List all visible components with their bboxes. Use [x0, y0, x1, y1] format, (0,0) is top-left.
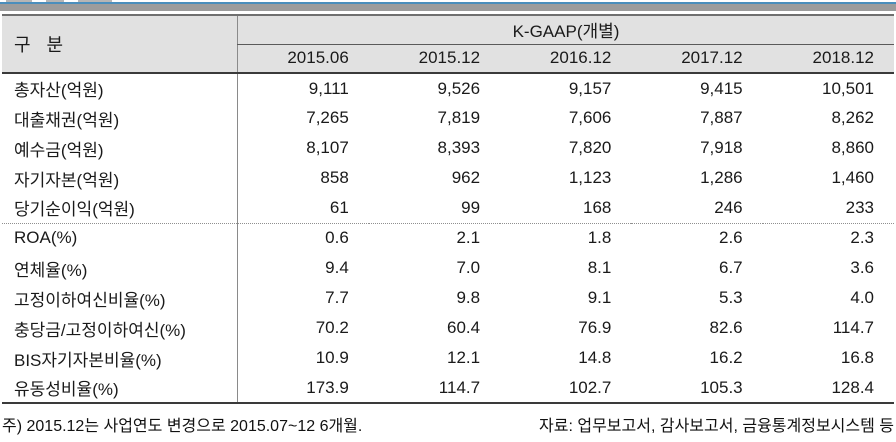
cell-value: 128.4 [831, 377, 874, 397]
row-label: 총자산(억원) [14, 81, 104, 100]
cell-value: 70.2 [237, 313, 369, 343]
row-label: 연체율(%) [14, 260, 88, 280]
column-header-2015-12: 2015.12 [368, 44, 501, 73]
cell-value: 14.8 [578, 348, 612, 367]
section-separator-bar [0, 2, 896, 11]
cell-value: 8,107 [237, 133, 369, 163]
row-label: ROA(%) [2, 222, 238, 253]
cell-value: 1.8 [500, 222, 632, 253]
column-header-2016-12: 2016.12 [500, 44, 632, 73]
row-label: 대출채권(억원) [14, 110, 120, 130]
financial-summary-table: 구 분 K-GAAP(개별) 2015.06 2015.12 2016.12 2… [2, 14, 894, 404]
cell-value: 9,526 [437, 78, 481, 98]
cell-value: 9.8 [456, 288, 481, 307]
cell-value: 61 [237, 193, 369, 223]
table-row-equity: 자기자본(억원) 858 962 1,123 1,286 1,460 [2, 163, 894, 193]
cell-value: 7,918 [700, 138, 743, 157]
cell-value: 173.9 [237, 373, 369, 403]
column-header-2017-12: 2017.12 [631, 44, 763, 73]
table-footnotes: 주) 2015.12는 사업연도 변경으로 2015.07~12 6개월. 자료… [2, 407, 894, 436]
cell-value: 8,860 [831, 138, 874, 157]
cell-value: 858 [237, 163, 369, 193]
row-label: 자기자본(억원) [14, 170, 120, 190]
table-row-net-income: 당기순이익(억원) 61 99 168 246 233 [2, 193, 894, 223]
cell-value: 2.3 [762, 222, 894, 253]
group-header-row: 구 분 K-GAAP(개별) [2, 15, 894, 73]
cell-value: 1,286 [700, 168, 743, 187]
cell-value: 60.4 [446, 318, 481, 337]
cell-value: 7.7 [237, 283, 369, 313]
table-row-loans: 대출채권(억원) 7,265 7,819 7,606 7,887 8,262 [2, 103, 894, 133]
cell-value: 114.7 [438, 377, 481, 397]
cell-value: 1,123 [568, 168, 612, 187]
cell-value: 7,819 [437, 108, 481, 127]
cell-value: 3.6 [850, 258, 874, 277]
cell-value: 9,111 [237, 73, 369, 103]
table-row-total-assets: 총자산(억원) 9,111 9,526 9,157 9,415 10,501 [2, 73, 894, 103]
cell-value: 9,415 [700, 78, 743, 98]
table-row-liquidity-ratio: 유동성비율(%) 173.9 114.7 102.7 105.3 128.4 [2, 373, 894, 403]
footnote-note: 주) 2015.12는 사업연도 변경으로 2015.07~12 6개월. [2, 418, 363, 435]
cell-value: 1,460 [831, 168, 874, 187]
cell-value: 8.1 [587, 258, 612, 277]
cell-value: 102.7 [568, 377, 612, 397]
cell-value: 962 [451, 168, 481, 187]
corner-header-gubun: 구 분 [2, 15, 238, 73]
cell-value: 7.0 [456, 258, 481, 277]
table-row-bis-ratio: BIS자기자본비율(%) 10.9 12.1 14.8 16.2 16.8 [2, 343, 894, 373]
cell-value: 16.2 [709, 348, 743, 367]
table-row-deposits: 예수금(억원) 8,107 8,393 7,820 7,918 8,860 [2, 133, 894, 163]
cell-value: 9,157 [568, 78, 612, 98]
cell-value: 7,606 [568, 108, 612, 127]
cell-value: 2.1 [368, 222, 501, 253]
financial-summary-table-wrapper: 구 분 K-GAAP(개별) 2015.06 2015.12 2016.12 2… [2, 14, 894, 404]
cell-value: 99 [461, 197, 481, 217]
cell-value: 7,265 [237, 103, 369, 133]
cell-value: 246 [714, 197, 743, 217]
cell-value: 12.1 [446, 348, 481, 367]
table-row-roa: ROA(%) 0.6 2.1 1.8 2.6 2.3 [2, 222, 894, 253]
table-row-delinquency: 연체율(%) 9.4 7.0 8.1 6.7 3.6 [2, 253, 894, 283]
row-label: BIS자기자본비율(%) [14, 350, 162, 370]
cell-value: 16.8 [840, 348, 874, 367]
table-row-npl-ratio: 고정이하여신비율(%) 7.7 9.8 9.1 5.3 4.0 [2, 283, 894, 313]
column-header-row: 2015.06 2015.12 2016.12 2017.12 2018.12 [2, 44, 894, 73]
cell-value: 5.3 [719, 288, 743, 307]
row-label: 당기순이익(억원) [14, 200, 135, 220]
column-header-2018-12: 2018.12 [762, 44, 894, 73]
cell-value: 7,887 [700, 108, 743, 127]
column-header-2015-06: 2015.06 [237, 44, 369, 73]
row-label: 유동성비율(%) [14, 380, 119, 399]
cell-value: 76.9 [578, 318, 612, 337]
row-label: 충당금/고정이하여신(%) [14, 320, 186, 340]
group-header-kgaap: K-GAAP(개별) [237, 15, 894, 45]
cell-value: 6.7 [719, 258, 743, 277]
cell-value: 7,820 [568, 138, 612, 157]
row-label: 예수금(억원) [14, 140, 104, 160]
cell-value: 9.1 [587, 288, 612, 307]
table-row-provision-coverage: 충당금/고정이하여신(%) 70.2 60.4 76.9 82.6 114.7 [2, 313, 894, 343]
cell-value: 8,393 [437, 138, 481, 157]
cell-value: 82.6 [709, 318, 743, 337]
cell-value: 0.6 [237, 222, 369, 253]
cell-value: 10.9 [237, 343, 369, 373]
cell-value: 105.3 [700, 377, 743, 397]
cell-value: 9.4 [237, 253, 369, 283]
cell-value: 4.0 [850, 288, 874, 307]
cell-value: 233 [845, 197, 874, 217]
cell-value: 114.7 [832, 318, 874, 337]
row-label: 고정이하여신비율(%) [14, 290, 166, 310]
cell-value: 168 [582, 197, 612, 217]
cell-value: 2.6 [631, 222, 763, 253]
cell-value: 8,262 [831, 108, 874, 127]
footnote-source: 자료: 업무보고서, 감사보고서, 금융통계정보시스템 등 [539, 418, 894, 435]
cell-value: 10,501 [822, 78, 874, 98]
clipped-caption-artifact [6, 0, 126, 3]
